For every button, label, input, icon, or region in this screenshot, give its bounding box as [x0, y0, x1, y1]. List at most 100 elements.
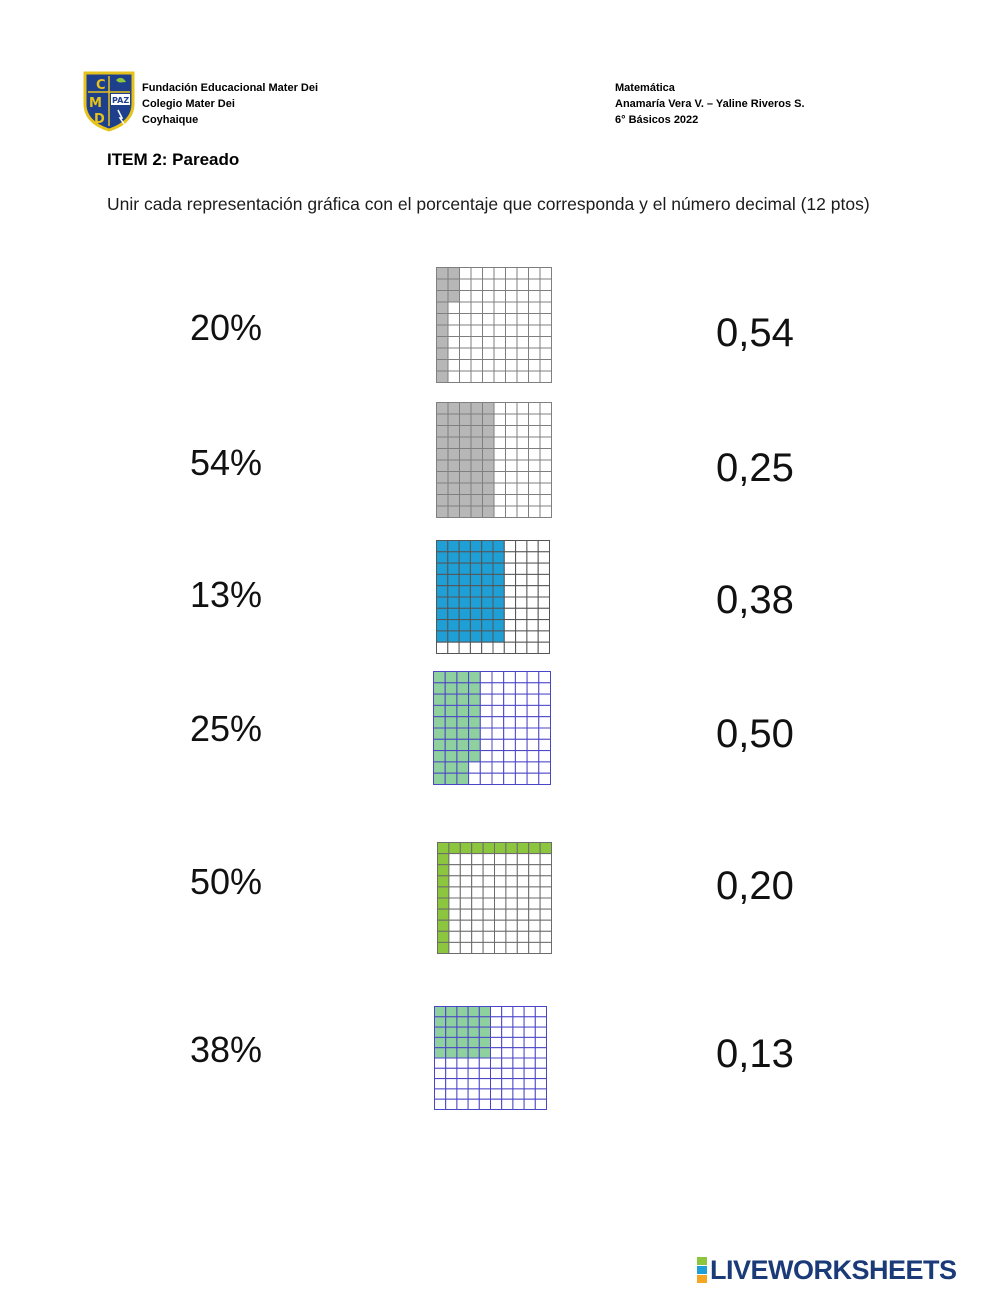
- grid-cell: [526, 671, 540, 684]
- grid-cell-shaded: [469, 573, 483, 587]
- hundred-grid[interactable]: [437, 842, 552, 954]
- grid-cell: [434, 1098, 447, 1110]
- grid-cell: [478, 1098, 491, 1110]
- grid-cell-shaded: [482, 482, 495, 495]
- grid-cell: [459, 278, 472, 291]
- grid-cell-shaded: [482, 842, 495, 855]
- grid-cell: [447, 301, 460, 314]
- hundred-grid[interactable]: [433, 671, 551, 785]
- grid-cell: [516, 370, 529, 383]
- grid-cell: [514, 772, 528, 785]
- grid-cell: [512, 1078, 525, 1090]
- grid-cell: [459, 347, 472, 360]
- grid-cell: [539, 930, 552, 943]
- grid-cell: [445, 1067, 458, 1080]
- decimal-label[interactable]: 0,13: [716, 1032, 794, 1076]
- grid-cell: [516, 448, 529, 461]
- decimal-label[interactable]: 0,50: [716, 712, 794, 756]
- decimal-label[interactable]: 0,20: [716, 864, 794, 908]
- grid-cell-shaded: [433, 761, 446, 774]
- subject-name: Matemática: [615, 82, 675, 94]
- grid-cell: [516, 413, 529, 426]
- grid-cell-shaded: [467, 1006, 480, 1018]
- grid-cell: [447, 370, 460, 383]
- grid-cell-shaded: [468, 727, 481, 740]
- grid-cell: [528, 425, 541, 438]
- grid-cell-shaded: [447, 471, 460, 484]
- grid-cell-shaded: [436, 301, 449, 314]
- grid-cell-shaded: [436, 505, 449, 518]
- grid-cell: [534, 1006, 547, 1018]
- grid-cell-shaded: [437, 842, 450, 855]
- grid-cell: [528, 290, 541, 303]
- logo-letter-d: D: [94, 112, 105, 127]
- grid-cell: [528, 897, 541, 910]
- grid-cell: [490, 1026, 503, 1038]
- grid-cell: [490, 1088, 503, 1100]
- grid-cell-shaded: [469, 619, 483, 632]
- grid-cell: [537, 596, 550, 609]
- grid-cell: [468, 772, 481, 785]
- grid-cell: [528, 267, 541, 280]
- percent-label[interactable]: 25%: [190, 708, 263, 749]
- grid-cell: [490, 1078, 503, 1090]
- percent-label[interactable]: 20%: [190, 307, 263, 348]
- grid-cell: [501, 1047, 514, 1059]
- grid-cell: [494, 864, 507, 877]
- grid-cell: [505, 482, 518, 495]
- percent-label[interactable]: 13%: [190, 574, 263, 615]
- grid-cell-shaded: [447, 494, 460, 507]
- hundred-grid[interactable]: [436, 267, 552, 383]
- grid-cell-shaded: [447, 630, 460, 643]
- grid-cell: [515, 630, 528, 643]
- grid-cell-shaded: [444, 738, 458, 752]
- grid-cell: [528, 402, 541, 415]
- grid-cell-shaded: [468, 716, 481, 729]
- percent-label[interactable]: 54%: [190, 442, 263, 483]
- grid-cell-shaded: [481, 562, 494, 575]
- grid-cell: [526, 704, 540, 718]
- grid-cell-shaded: [468, 750, 481, 763]
- hundred-grid[interactable]: [434, 1006, 547, 1110]
- hundred-grid[interactable]: [436, 402, 552, 518]
- grid-cell: [514, 671, 528, 684]
- hundred-grid[interactable]: [436, 540, 550, 654]
- grid-cell-shaded: [458, 619, 471, 632]
- grid-cell: [471, 875, 484, 888]
- grid-cell: [537, 641, 550, 654]
- grid-cell: [528, 359, 541, 372]
- grid-cell-shaded: [433, 704, 446, 718]
- grid-cell-shaded: [482, 413, 495, 426]
- grid-cell-shaded: [478, 1047, 491, 1059]
- grid-cell: [478, 1088, 491, 1100]
- decimal-label[interactable]: 0,38: [716, 578, 794, 622]
- grid-cell: [505, 864, 518, 877]
- grid-cell: [503, 630, 517, 643]
- grid-cell-shaded: [467, 1047, 480, 1059]
- grid-cell: [538, 704, 551, 718]
- grid-cell: [470, 359, 483, 372]
- grid-cell-shaded: [436, 290, 449, 303]
- grid-cell: [493, 359, 506, 372]
- grid-cell-shaded: [470, 505, 483, 518]
- grid-cell-shaded: [482, 436, 495, 449]
- liveworksheets-logo: LIVEWORKSHEETS: [697, 1255, 957, 1285]
- grid-cell-shaded: [470, 402, 483, 415]
- percent-label[interactable]: 50%: [190, 861, 263, 902]
- percent-label[interactable]: 38%: [190, 1029, 263, 1070]
- item-title: ITEM 2: Pareado: [107, 150, 240, 169]
- grid-cell-shaded: [447, 413, 460, 426]
- grid-cell: [482, 301, 495, 314]
- grid-cell-shaded: [456, 1016, 469, 1028]
- grid-cell: [501, 1067, 514, 1080]
- grid-cell: [448, 908, 461, 921]
- grid-cell: [471, 919, 484, 932]
- grid-cell: [539, 886, 552, 899]
- decimal-label[interactable]: 0,54: [716, 311, 794, 355]
- decimal-label[interactable]: 0,25: [716, 446, 794, 490]
- grid-cell: [539, 919, 552, 932]
- grid-cell-shaded: [447, 482, 460, 495]
- grid-cell: [505, 290, 518, 303]
- grid-cell: [447, 347, 460, 360]
- grid-cell-shaded: [456, 750, 470, 763]
